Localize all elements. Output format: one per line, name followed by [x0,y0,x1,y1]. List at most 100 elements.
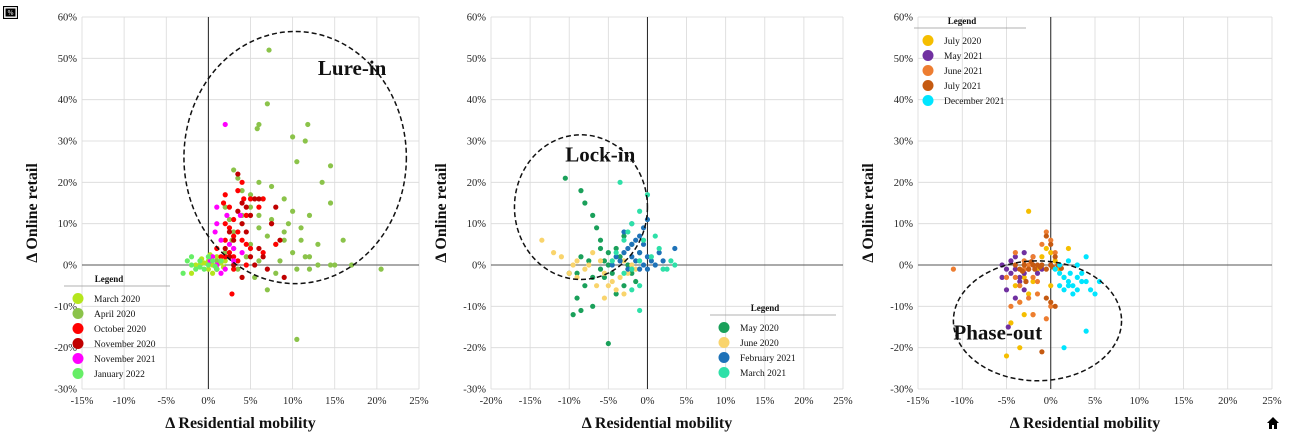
data-point [256,121,262,128]
data-point [617,258,623,264]
data-point [621,233,627,239]
data-point [633,258,639,264]
data-point [1083,278,1089,285]
data-point [633,278,639,285]
svg-text:%: % [8,9,14,17]
data-point [1017,299,1023,305]
data-point [222,121,228,128]
data-point [609,258,615,264]
data-point [241,196,247,202]
image-icon[interactable]: % [3,6,18,19]
y-tick-label: 30% [894,137,914,148]
data-point [613,245,619,252]
data-point [597,258,604,264]
data-point [660,266,666,272]
x-tick-label: 0% [640,396,654,407]
data-point [539,237,545,243]
data-point [212,263,218,269]
chart-panel-1: -15% -10% -5% 0% 5% 10% 15% 20% 25% -30% -20% -10% 0… [24,13,429,432]
data-point [229,291,235,297]
legend-item-label: May 2021 [944,52,983,62]
data-point [231,167,237,173]
legend-marker [72,338,84,349]
x-tick-label: 0% [1044,396,1058,407]
data-point [327,262,334,268]
data-point [268,183,275,190]
data-point [633,266,639,272]
data-point [1043,316,1049,322]
legend-marker [718,322,730,333]
data-point [590,212,596,218]
data-point [621,258,627,264]
data-point [629,262,635,268]
data-point [1012,283,1018,289]
data-point [590,303,596,309]
legend-item-label: January 2022 [94,370,145,380]
data-point [254,126,260,132]
data-point [1070,283,1076,289]
data-point [1061,345,1067,351]
legend-item-label: March 2020 [94,295,140,305]
data-point [298,225,304,231]
data-point [672,245,678,252]
data-point [648,254,654,260]
data-point [621,250,627,256]
y-tick-label: -20% [463,343,486,354]
data-point [578,188,584,194]
data-point [640,262,647,268]
home-icon[interactable] [1266,416,1280,430]
data-point [281,196,287,202]
data-point [260,196,266,202]
x-tick-label: 20% [367,396,387,407]
data-point [231,266,237,272]
data-point [298,237,304,243]
data-point [582,283,588,289]
y-tick-label: -30% [54,385,77,396]
data-point [1008,270,1014,276]
data-point [1043,229,1049,235]
data-point [294,266,300,272]
data-point [1012,274,1018,280]
data-point [294,159,300,165]
data-point [1065,283,1072,289]
legend-marker [922,50,934,61]
data-point [273,270,279,276]
data-point [1034,278,1041,285]
data-point [222,258,228,264]
legend-item-label: November 2020 [94,340,156,350]
data-point [197,264,203,270]
data-point [264,233,270,239]
data-point [264,266,270,272]
data-point [1048,250,1054,256]
data-point [586,262,592,268]
data-point [1043,245,1049,252]
data-point [617,254,623,260]
legend-item-label: July 2020 [944,37,981,47]
data-point [1034,291,1041,297]
data-point [1048,237,1054,243]
data-point [613,250,619,256]
data-point [332,262,338,268]
data-point [1052,254,1058,260]
data-point [1003,287,1010,293]
data-point [617,179,623,185]
data-point [625,266,631,272]
data-point [327,163,334,169]
data-point [1008,258,1014,264]
x-tick-label: 0% [201,396,215,407]
data-point [601,274,608,280]
legend-item-label: December 2021 [944,97,1005,107]
data-point [605,250,611,256]
y-tick-label: 50% [58,54,78,65]
data-point [594,283,600,289]
cluster-ellipse [952,260,1123,382]
legend-title: Legend [95,274,124,284]
y-tick-label: -20% [54,343,77,354]
chart-panel-3: -15% -10% -5% 0% 5% 10% 15% 20% 25% -30% -20% -10% 0… [860,13,1282,432]
legend-item-label: June 2021 [944,67,983,77]
data-point [1034,270,1041,276]
data-point [609,270,615,276]
legend-title: Legend [948,16,977,26]
data-point [231,216,237,223]
